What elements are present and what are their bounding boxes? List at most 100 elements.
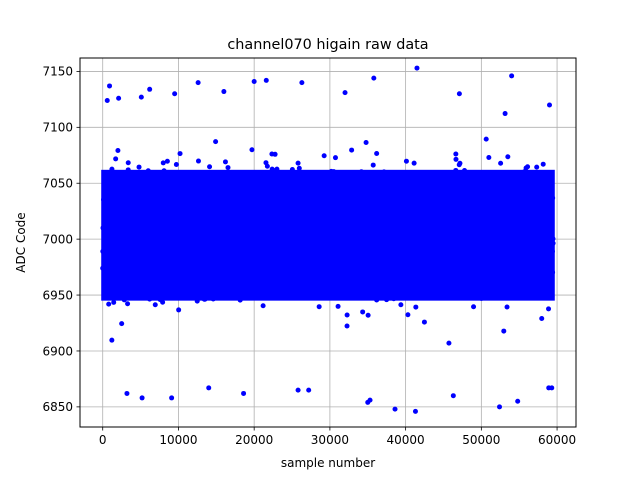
data-point <box>150 206 156 212</box>
data-point <box>453 246 459 252</box>
data-point <box>439 192 445 198</box>
data-point <box>131 271 137 277</box>
data-point <box>253 281 259 287</box>
data-point <box>158 261 164 267</box>
data-point <box>520 210 526 216</box>
outlier-point <box>138 94 144 100</box>
data-point <box>287 255 293 261</box>
data-point <box>357 252 363 258</box>
data-point <box>278 212 284 218</box>
data-point <box>466 265 472 271</box>
data-point <box>186 239 192 245</box>
data-point <box>236 260 242 266</box>
data-point <box>545 264 551 270</box>
data-point <box>277 194 283 200</box>
data-point <box>417 190 423 196</box>
data-point <box>263 211 269 217</box>
data-point <box>505 154 511 160</box>
data-point <box>167 185 173 191</box>
data-point <box>409 285 415 291</box>
outlier-point <box>241 390 247 396</box>
data-point <box>123 230 129 236</box>
data-point <box>500 248 506 254</box>
data-point <box>290 271 296 277</box>
data-point <box>172 218 178 224</box>
data-point <box>484 211 490 217</box>
data-point <box>373 211 379 217</box>
data-point <box>231 226 237 232</box>
data-point <box>436 203 442 209</box>
data-point <box>431 239 437 245</box>
data-point <box>321 195 327 201</box>
data-point <box>299 212 305 218</box>
data-point <box>242 209 248 215</box>
data-point <box>421 319 427 325</box>
data-point <box>227 217 233 223</box>
data-point <box>250 233 256 239</box>
y-tick-label: 7150 <box>42 65 73 79</box>
y-tick-label: 7100 <box>42 121 73 135</box>
data-point <box>161 195 167 201</box>
data-point <box>373 195 379 201</box>
data-point <box>398 206 404 212</box>
data-point <box>219 206 225 212</box>
data-point <box>421 218 427 224</box>
data-point <box>285 181 291 187</box>
data-point <box>495 236 501 242</box>
data-point <box>526 244 532 250</box>
data-point <box>200 174 206 180</box>
data-point <box>136 164 142 170</box>
data-point <box>156 253 162 259</box>
data-point <box>435 290 441 296</box>
data-point <box>116 212 122 218</box>
data-point <box>381 250 387 256</box>
data-point <box>512 233 518 239</box>
data-point <box>510 249 516 255</box>
data-point <box>386 231 392 237</box>
data-point <box>424 229 430 235</box>
data-point <box>297 220 303 226</box>
data-point <box>249 197 255 203</box>
data-point <box>408 279 414 285</box>
data-point <box>520 250 526 256</box>
data-point <box>194 247 200 253</box>
data-point <box>504 304 510 310</box>
data-point <box>303 234 309 240</box>
data-point <box>544 227 550 233</box>
data-point <box>231 237 237 243</box>
data-point <box>296 189 302 195</box>
data-point <box>269 151 275 157</box>
data-point <box>446 211 452 217</box>
data-point <box>308 241 314 247</box>
data-point <box>143 284 149 290</box>
outlier-point <box>412 408 418 414</box>
data-point <box>440 269 446 275</box>
data-point <box>523 199 529 205</box>
data-point <box>349 147 355 153</box>
data-point <box>103 205 109 211</box>
data-point <box>475 216 481 222</box>
data-point <box>253 197 259 203</box>
data-point <box>213 139 219 145</box>
data-point <box>497 182 503 188</box>
data-point <box>190 282 196 288</box>
data-point <box>399 256 405 262</box>
data-point <box>466 178 472 184</box>
data-point <box>512 237 518 243</box>
data-point <box>355 214 361 220</box>
data-point <box>100 265 106 271</box>
data-point <box>358 219 364 225</box>
data-point <box>235 246 241 252</box>
data-point <box>486 155 492 161</box>
data-point <box>241 200 247 206</box>
data-point <box>411 258 417 264</box>
data-point <box>378 216 384 222</box>
data-point <box>143 230 149 236</box>
data-point <box>399 223 405 229</box>
data-point <box>408 221 414 227</box>
data-point <box>339 191 345 197</box>
data-point <box>451 262 457 268</box>
data-point <box>292 197 298 203</box>
data-point <box>258 186 264 192</box>
data-point <box>186 295 192 301</box>
